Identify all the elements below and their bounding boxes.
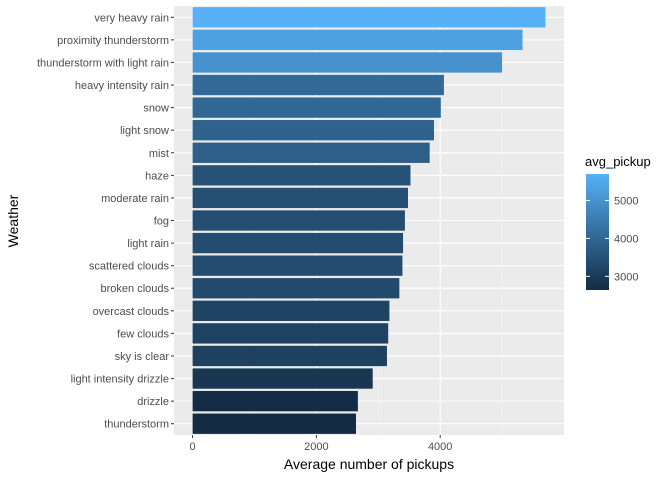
y-tick-label: thunderstorm with light rain (37, 57, 169, 69)
y-tick-label: proximity thunderstorm (57, 35, 169, 47)
bar-scattered-clouds (192, 255, 403, 276)
legend-tick-label: 3000 (614, 271, 638, 283)
y-axis-tick-labels: very heavy rain proximity thunderstorm thu… (37, 12, 174, 431)
legend-title: avg_pickup (585, 154, 651, 169)
y-tick-label: sky is clear (115, 351, 170, 363)
bar-sky-is-clear (192, 345, 387, 367)
legend-tick-label: 5000 (614, 196, 638, 208)
color-legend: avg_pickup 3000 4000 5000 (585, 154, 651, 290)
y-tick-label: mist (149, 148, 169, 160)
bar-very-heavy-rain (192, 7, 546, 28)
bar-haze (192, 165, 411, 186)
y-tick-label: very heavy rain (94, 12, 169, 24)
bar-fog (192, 210, 405, 231)
bar-thunderstorm (192, 413, 356, 434)
y-tick-label: snow (143, 103, 169, 115)
y-tick-label: scattered clouds (89, 261, 170, 273)
bar-thunderstorm-with-light-rain (192, 52, 503, 73)
bar-mist (192, 142, 430, 163)
bar-moderate-rain (192, 187, 408, 209)
y-tick-label: light intensity drizzle (71, 374, 169, 386)
y-tick-label: haze (145, 170, 169, 182)
y-tick-label: overcast clouds (93, 306, 170, 318)
legend-tick-label: 4000 (614, 233, 638, 245)
y-tick-label: moderate rain (101, 193, 169, 205)
bar-snow (192, 97, 441, 118)
x-axis-tick-labels: 0 2000 4000 (190, 435, 452, 453)
bar-light-intensity-drizzle (192, 368, 373, 389)
bars (192, 7, 546, 434)
x-axis-title: Average number of pickups (284, 456, 454, 472)
x-tick-label: 0 (190, 441, 196, 453)
bar-light-snow (192, 120, 434, 141)
y-tick-label: few clouds (117, 328, 169, 340)
bar-light-rain (192, 232, 404, 254)
bar-overcast-clouds (192, 300, 390, 321)
y-tick-label: broken clouds (101, 283, 170, 295)
bar-drizzle (192, 390, 358, 412)
bar-heavy-intensity-rain (192, 74, 444, 96)
y-axis-title: Weather (5, 194, 21, 247)
legend-colorbar (586, 174, 609, 290)
legend-ticks: 3000 4000 5000 (586, 196, 638, 283)
y-tick-label: drizzle (137, 396, 169, 408)
bar-few-clouds (192, 323, 389, 344)
y-tick-label: light snow (120, 125, 169, 137)
y-tick-label: heavy intensity rain (75, 80, 169, 92)
y-tick-label: thunderstorm (104, 419, 169, 431)
bar-proximity-thunderstorm (192, 29, 523, 51)
x-tick-label: 4000 (428, 441, 452, 453)
y-tick-label: light rain (127, 238, 169, 250)
bar-broken-clouds (192, 278, 400, 299)
x-tick-label: 2000 (304, 441, 328, 453)
y-tick-label: fog (154, 216, 169, 228)
